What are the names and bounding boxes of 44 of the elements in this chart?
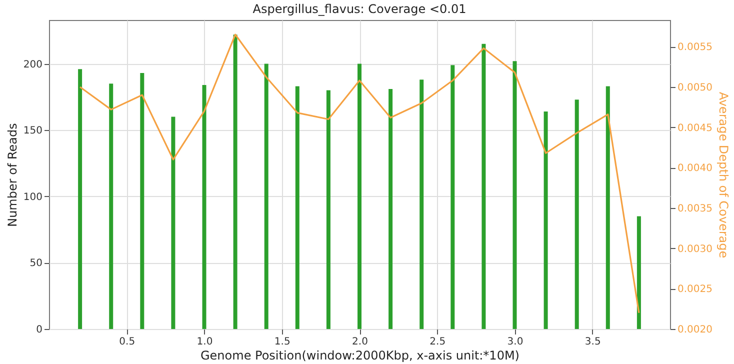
bar <box>202 84 206 329</box>
bar <box>388 88 393 329</box>
x-tick-label: 2.0 <box>352 336 368 348</box>
y2-tick-label: 0.0055 <box>678 42 712 54</box>
bar <box>295 86 300 329</box>
bar <box>109 84 114 329</box>
line-series <box>79 34 640 314</box>
y-axis-title: Number of Reads <box>5 123 20 227</box>
bar <box>264 64 268 329</box>
bar <box>482 44 486 329</box>
y-tick-label: 0 <box>36 324 42 336</box>
bar <box>420 80 424 329</box>
x-tick-label: 1.0 <box>196 336 213 348</box>
x-tick-label: 2.5 <box>430 336 446 348</box>
bar <box>636 216 641 329</box>
y2-axis-title: Average Depth of Coverage <box>716 92 730 258</box>
y-tick-label: 50 <box>30 258 42 270</box>
y2-tick-label: 0.0020 <box>678 324 712 336</box>
bar <box>326 90 330 329</box>
bar <box>450 65 455 329</box>
bar <box>512 61 517 329</box>
bar <box>606 86 610 329</box>
x-tick-label: 3.5 <box>584 336 601 348</box>
y2-tick-label: 0.0035 <box>678 203 712 214</box>
bar <box>544 112 548 329</box>
bar <box>171 116 176 329</box>
y-tick-label: 200 <box>23 59 42 70</box>
y2-tick-label: 0.0045 <box>678 122 712 134</box>
y2-tick-label: 0.0050 <box>678 82 712 94</box>
y-tick-label: 150 <box>23 126 42 137</box>
bar <box>233 34 238 329</box>
y-tick-label: 100 <box>23 192 42 203</box>
bar <box>78 69 82 329</box>
y2-tick-label: 0.0025 <box>678 284 712 296</box>
bar <box>358 64 362 329</box>
y2-tick-label: 0.0030 <box>678 244 712 255</box>
chart-title: Aspergillus_flavus: Coverage <0.01 <box>252 2 466 16</box>
bar <box>140 73 144 329</box>
bar <box>574 100 579 329</box>
y2-tick-label: 0.0040 <box>678 163 712 174</box>
x-axis-title: Genome Position(window:2000Kbp, x-axis unit:*10M) <box>200 348 520 362</box>
x-tick-label: 0.5 <box>119 336 136 348</box>
x-tick-label: 3.0 <box>507 336 524 348</box>
x-tick-label: 1.5 <box>274 336 290 348</box>
